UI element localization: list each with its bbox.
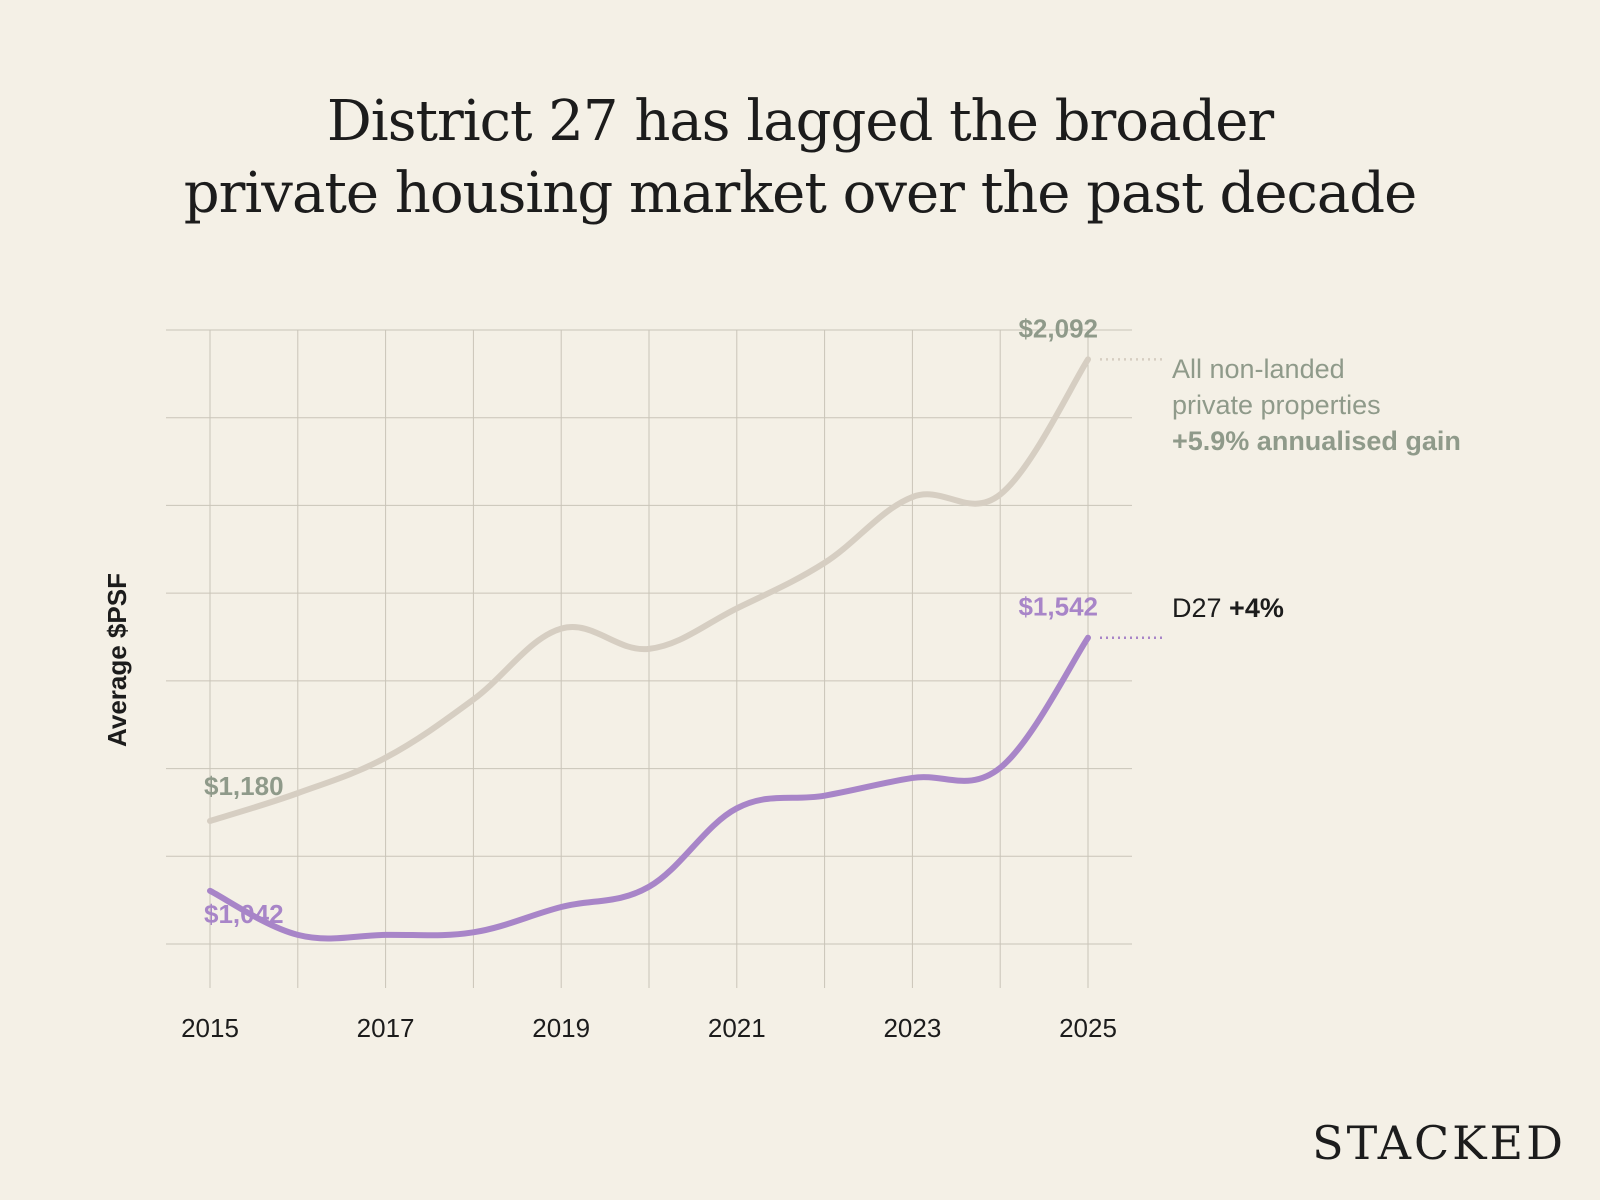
start-value-label-d27: $1,042 (204, 899, 284, 929)
legend-line-d27: D27 +4% (1172, 593, 1284, 623)
grid-layer (166, 329, 1132, 988)
legend-layer: All non-landed private properties +5.9% an… (1100, 354, 1461, 639)
y-axis-title: Average $PSF (102, 573, 132, 747)
series-line-d27 (207, 634, 1091, 942)
legend-emphasis-d27: +4% (1229, 593, 1284, 623)
x-tick-label-2023: 2023 (883, 1013, 941, 1043)
x-tick-label-2025: 2025 (1059, 1013, 1117, 1043)
brand-logo: STACKED (1312, 1116, 1566, 1170)
legend-line-all-2: private properties (1172, 390, 1381, 420)
x-tick-label-2015: 2015 (181, 1013, 239, 1043)
x-axis-ticks: 2015 2017 2019 2021 2023 2025 (181, 1013, 1117, 1043)
series-layer (207, 356, 1091, 942)
x-tick-label-2019: 2019 (532, 1013, 590, 1043)
legend-emphasis-all: +5.9% annualised gain (1172, 426, 1461, 456)
end-value-label-d27: $1,542 (1018, 592, 1098, 622)
chart-title-line-2: private housing market over the past dec… (183, 161, 1417, 226)
chart-title-line-1: District 27 has lagged the broader (326, 89, 1274, 154)
x-tick-label-2017: 2017 (357, 1013, 415, 1043)
x-tick-label-2021: 2021 (708, 1013, 766, 1043)
end-value-label-all: $2,092 (1018, 313, 1098, 343)
start-value-label-all: $1,180 (204, 771, 284, 801)
label-layer: $1,180 $2,092 $1,042 $1,542 (204, 313, 1098, 928)
legend-line-all-1: All non-landed (1172, 354, 1345, 384)
chart-title: District 27 has lagged the broader priva… (0, 86, 1600, 230)
legend-series-name-d27: D27 (1172, 593, 1229, 623)
